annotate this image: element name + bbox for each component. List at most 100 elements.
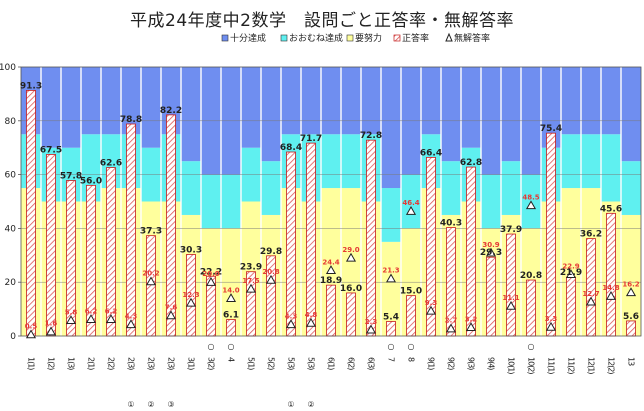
- band-sufficient: [41, 67, 61, 148]
- band-mostly: [341, 134, 361, 189]
- category-label-group: 9(1): [427, 357, 436, 370]
- category-label: 1(2): [47, 357, 56, 370]
- correct-rate-label: 29.3: [480, 248, 502, 258]
- no-answer-marker: [525, 200, 537, 210]
- no-answer-marker: [185, 297, 197, 307]
- category-label-group: 6(1): [327, 357, 336, 370]
- band-sufficient: [461, 67, 481, 148]
- no-answer-marker: [85, 314, 97, 323]
- no-answer-label: 20.8: [262, 268, 279, 276]
- no-answer-label: 4.8: [305, 311, 318, 319]
- legend-swatch: [280, 34, 288, 42]
- category-label-group: 1(1): [27, 357, 36, 370]
- category-label: 8: [407, 357, 416, 362]
- band-mostly: [441, 161, 461, 215]
- category-mark: ○: [408, 342, 415, 351]
- correct-rate-bar: [26, 90, 36, 337]
- no-answer-marker: [205, 276, 217, 286]
- no-answer-label: 9.3: [425, 299, 438, 307]
- bands: [21, 67, 641, 336]
- correct-rate-label: 71.7: [300, 134, 322, 144]
- band-sufficient: [601, 67, 621, 135]
- band-effort: [621, 214, 641, 336]
- correct-rate-label: 68.4: [280, 143, 302, 153]
- no-answer-marker: [565, 269, 577, 279]
- correct-rate-label: 91.3: [20, 81, 42, 91]
- legend-label: 無解答率: [454, 32, 490, 44]
- correct-rate-label: 5.4: [383, 312, 399, 322]
- band-effort: [381, 241, 401, 336]
- category-label-group: ○ 10(2): [527, 342, 536, 374]
- category-label: 2(3): [147, 357, 156, 370]
- correct-rate-label: 20.8: [520, 271, 542, 281]
- category-label: 11(2): [567, 357, 576, 374]
- no-answer-marker: [145, 276, 157, 286]
- correct-rate-bar: [366, 139, 376, 337]
- category-label: 6(3): [367, 357, 376, 370]
- band-sufficient: [321, 67, 341, 135]
- category-label: 1(3): [67, 357, 76, 370]
- no-answer-label: 6.2: [85, 307, 98, 315]
- no-answer-label: 3.3: [545, 315, 558, 323]
- no-answer-marker: [485, 247, 497, 257]
- category-label: 5(1): [247, 357, 256, 370]
- category-label-group: 2(3) ②: [147, 357, 156, 409]
- no-answer-label: 12.3: [182, 291, 199, 299]
- correct-rate-label: 29.8: [260, 247, 282, 257]
- no-answer-label: 2.7: [445, 317, 458, 325]
- category-label: 2(1): [87, 357, 96, 370]
- category-label: 12(2): [607, 357, 616, 374]
- category-label-group: ○4: [227, 342, 236, 362]
- band-sufficient: [241, 67, 261, 148]
- category-label: 6(1): [327, 357, 336, 370]
- correct-rate-label: 6.1: [223, 311, 239, 321]
- category-mark: ○: [388, 342, 395, 351]
- band-sufficient: [421, 67, 441, 135]
- band-sufficient: [261, 67, 281, 162]
- chart-title: 平成24年度中2数学 設問ごと正答率・無解答率: [130, 11, 514, 31]
- category-label-group: 2(1): [87, 357, 96, 370]
- no-answer-label: 11.1: [502, 294, 519, 302]
- category-label: 9(2): [447, 357, 456, 370]
- category-label-group: ○7: [387, 342, 396, 362]
- correct-rate-bar: [46, 154, 56, 337]
- correct-rate-bar: [466, 166, 476, 337]
- no-answer-marker: [585, 296, 597, 306]
- correct-rate-label: 15.0: [400, 287, 422, 297]
- no-answer-marker: [125, 319, 137, 329]
- band-mostly: [621, 161, 641, 215]
- correct-rate-label: 22.2: [200, 267, 222, 277]
- category-label: 6(2): [347, 357, 356, 370]
- category-label-group: 2(3) ①: [127, 357, 136, 409]
- category-label-group: ○8: [407, 342, 416, 362]
- category-sub-label: ②: [147, 400, 154, 409]
- no-answer-label: 20.2: [142, 270, 159, 278]
- no-answer-label: 4.3: [285, 312, 298, 320]
- legend-label: 要努力: [355, 32, 382, 44]
- data-labels: 91.3 67.5 57.856.0 62.6 78.8 37.3 82.2 30.3 22.2…: [20, 81, 640, 330]
- no-answer-marker: [605, 290, 617, 300]
- no-answer-marker: [425, 305, 437, 315]
- band-sufficient: [441, 67, 461, 162]
- category-label-group: 5(3) ②: [307, 357, 316, 409]
- band-effort: [341, 188, 361, 336]
- band-mostly: [221, 174, 241, 229]
- category-mark: ○: [528, 342, 535, 351]
- band-sufficient: [381, 67, 401, 189]
- no-answer-label: 7.6: [165, 304, 178, 312]
- no-answer-marker: [225, 293, 237, 302]
- band-mostly: [481, 174, 501, 229]
- no-answer-marker: [25, 329, 37, 339]
- correct-rate-bar: [286, 151, 296, 337]
- band-sufficient: [541, 67, 561, 148]
- band-sufficient: [141, 67, 161, 148]
- no-answer-label: 21.3: [382, 267, 399, 275]
- correct-rate-label: 75.4: [540, 124, 562, 134]
- no-answer-label: 22.9: [562, 262, 579, 270]
- no-answer-marker: [365, 324, 377, 334]
- category-sub-label: ①: [127, 400, 134, 409]
- no-answer-label: 1.6: [45, 320, 58, 328]
- no-answer-label: 17.5: [242, 277, 259, 285]
- category-label: 4: [227, 357, 236, 362]
